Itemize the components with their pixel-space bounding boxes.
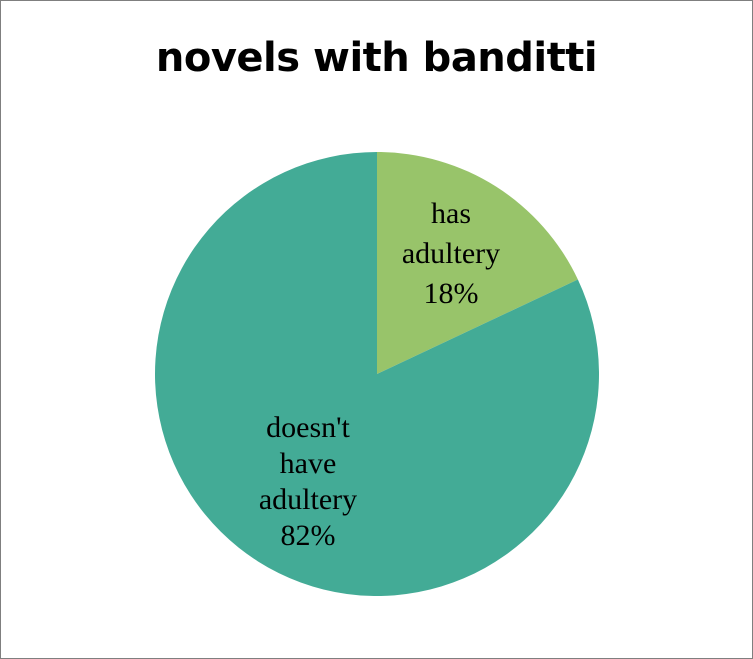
slice-label-doesnt-have-adultery: doesn't have adultery 82% xyxy=(259,411,357,552)
slice-percent-label: 18% xyxy=(424,277,479,310)
slice-label-line: doesn't xyxy=(266,411,350,444)
slice-label-has-adultery: has adultery 18% xyxy=(402,197,500,310)
slice-label-line: adultery xyxy=(402,237,500,270)
pie-slice-has-adultery xyxy=(377,152,578,374)
pie-slice-labels: has adultery 18%doesn't have adultery 82% xyxy=(259,197,500,552)
chart-title: novels with banditti xyxy=(155,35,598,81)
slice-label-line: adultery xyxy=(259,483,357,516)
pie-slices xyxy=(154,152,599,596)
slice-percent-label: 82% xyxy=(281,519,336,552)
pie-slice-doesnt-have-adultery xyxy=(154,152,599,596)
slice-label-line: has xyxy=(431,197,471,230)
slice-label-line: have xyxy=(280,447,337,480)
